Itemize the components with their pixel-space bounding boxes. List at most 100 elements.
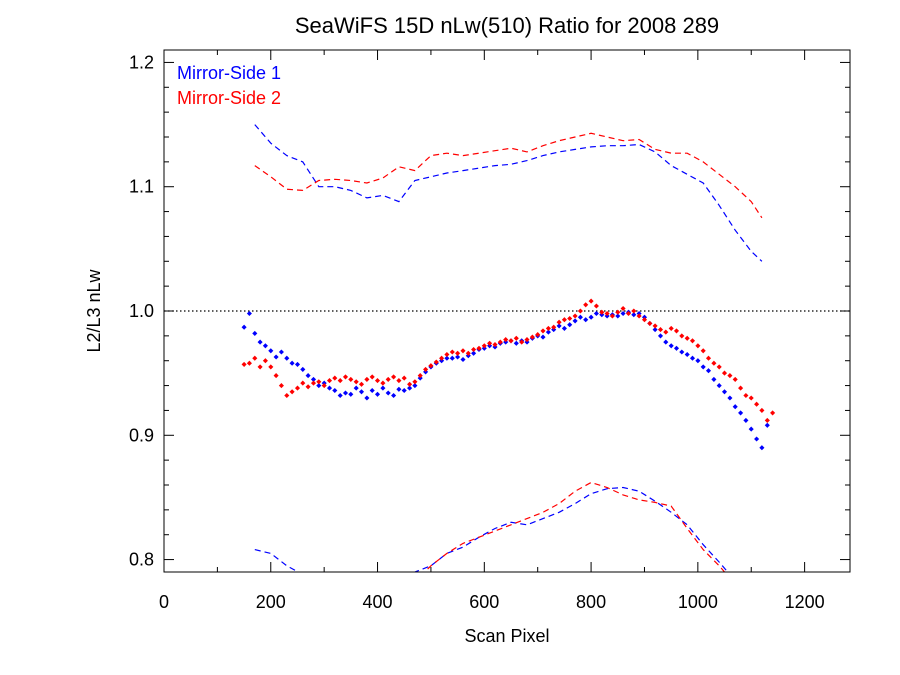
series-2-point: [449, 349, 455, 355]
series-2-point: [705, 355, 712, 361]
series-2-point: [305, 384, 311, 390]
series-2-point: [497, 339, 503, 345]
series-2-point: [300, 380, 306, 386]
series-1-point: [268, 348, 274, 354]
series-1-point: [738, 410, 744, 416]
series-2-point: [471, 346, 477, 353]
series-1-point: [289, 360, 295, 366]
series-2-point: [391, 374, 397, 380]
series-1-point: [663, 339, 669, 345]
series-2-point: [748, 395, 754, 401]
series-2-point: [545, 325, 551, 331]
series-1-point: [754, 436, 760, 442]
series-1-point: [689, 355, 696, 361]
series-1-point: [369, 387, 375, 394]
series-2-point: [321, 383, 327, 389]
series-2-point: [503, 337, 509, 343]
legend-item-mirror-side-1: Mirror-Side 1: [177, 63, 281, 83]
series-1-point: [262, 343, 268, 349]
series-2-point: [556, 319, 562, 325]
series-1-point: [615, 313, 621, 319]
series-2-point: [689, 338, 696, 344]
series-1-point: [679, 349, 685, 355]
series-1-point: [700, 364, 706, 370]
series-1-point: [252, 330, 258, 336]
series-2-point: [684, 335, 690, 341]
series-2-point: [316, 379, 322, 385]
series-1-point: [353, 385, 359, 391]
series-2-point: [284, 392, 290, 399]
series-2-point: [241, 361, 247, 367]
series-1-point: [572, 318, 578, 324]
series-2-point: [268, 364, 274, 370]
series-1-point: [401, 387, 407, 394]
series-2-point: [380, 380, 386, 386]
y-tick-label: 1.0: [129, 301, 154, 321]
series-2-upper-bound-line: [254, 132, 763, 219]
x-tick-label: 600: [469, 592, 499, 612]
series-2-point: [465, 350, 471, 356]
series-2-point: [423, 366, 429, 372]
series-1-point: [711, 376, 717, 382]
series-2-point: [759, 407, 765, 413]
series-2-point: [364, 376, 370, 382]
series-1-point: [284, 355, 290, 361]
series-2-point: [738, 385, 744, 391]
series-1-point: [657, 333, 664, 339]
series-2-point: [711, 360, 717, 366]
series-1-point: [337, 392, 343, 399]
series-1-point: [374, 391, 381, 397]
series-1-point: [567, 322, 573, 328]
series-1-point: [326, 385, 333, 391]
legend-item-mirror-side-2: Mirror-Side 2: [177, 88, 281, 108]
series-1-point: [278, 349, 284, 355]
series-1-point: [593, 310, 599, 317]
series-2-point: [727, 373, 733, 379]
series-2-point: [460, 348, 466, 354]
series-1-upper-bound-line: [254, 124, 763, 262]
series-1-point: [364, 395, 370, 401]
series-2-point: [700, 348, 706, 354]
plot-frame: [163, 49, 851, 573]
series-1-point: [273, 354, 279, 360]
series-2-point: [289, 389, 295, 395]
series-1-point: [556, 323, 562, 329]
series-2-point: [369, 374, 375, 380]
series-2-point: [417, 373, 423, 379]
series-2-point: [593, 303, 599, 309]
series-2-point: [439, 355, 445, 361]
series-1-point: [305, 373, 311, 379]
series-2-point: [428, 363, 434, 369]
series-1-point: [684, 351, 690, 358]
series-2-point: [337, 378, 343, 384]
series-2-point: [567, 315, 573, 322]
series-1-point: [300, 366, 306, 372]
series-1-point: [407, 385, 413, 391]
series-1-lower-bound-line: [254, 486, 729, 572]
series-1-point: [673, 345, 680, 351]
series-2-point: [721, 370, 728, 376]
series-2-point: [487, 340, 493, 346]
x-tick-label: 1200: [785, 592, 825, 612]
legend: Mirror-Side 1 Mirror-Side 2: [177, 63, 281, 108]
series-2-point: [572, 313, 578, 319]
y-tick-label: 0.9: [129, 425, 154, 445]
series-2-point: [396, 378, 402, 384]
series-2-point: [476, 345, 482, 351]
series-2-point: [246, 360, 252, 366]
series-1-point: [449, 355, 455, 361]
series-2-point: [262, 358, 268, 364]
series-1-point: [620, 310, 626, 317]
series-2-point: [481, 343, 487, 349]
series-1-point: [577, 314, 583, 320]
x-tick-label: 1000: [678, 592, 718, 612]
series-1-point: [455, 354, 461, 360]
series-2-point: [348, 376, 354, 382]
series-1-point: [513, 340, 519, 346]
series-2-point: [647, 320, 653, 326]
series-2-point: [663, 329, 669, 335]
series-2-point: [540, 328, 546, 334]
series-2-point: [444, 351, 450, 358]
series-1-point: [721, 389, 728, 395]
series-1-point: [668, 343, 674, 349]
